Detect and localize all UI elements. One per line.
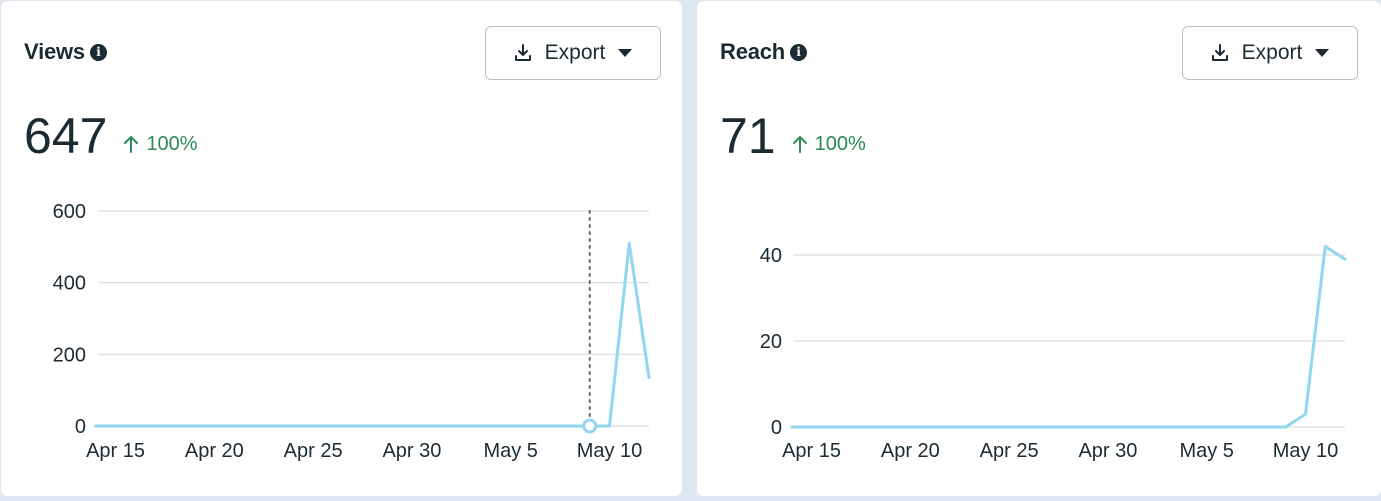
x-tick-label: Apr 30 (382, 440, 441, 462)
reach-line-chart[interactable]: 0 20 40 Apr 15 Apr 20 Apr 25 Apr 30 May 5 May 10 (697, 1, 1381, 498)
caret-down-icon (1315, 49, 1330, 57)
y-tick-label: 40 (760, 245, 782, 267)
x-tick-label: Apr 25 (284, 440, 343, 462)
export-button[interactable]: Export (485, 26, 661, 80)
caret-down-icon (618, 49, 633, 57)
trend-indicator: 100% (792, 133, 866, 156)
trend-label: 100% (814, 132, 866, 155)
arrow-up-icon (792, 136, 807, 153)
x-tick-label: Apr 20 (185, 440, 244, 462)
x-tick-label: May 10 (577, 440, 643, 462)
series-line (790, 244, 1347, 429)
download-icon (1211, 44, 1228, 61)
x-tick-label: Apr 15 (86, 440, 145, 462)
hover-point-marker (582, 418, 598, 434)
card-title: Reach i (720, 39, 808, 65)
x-tick-label: May 10 (1273, 440, 1339, 462)
metric-row: 647 100% (24, 106, 198, 166)
x-tick-label: Apr 15 (782, 440, 841, 462)
y-tick-label: 400 (53, 273, 86, 295)
export-button[interactable]: Export (1182, 26, 1358, 80)
metric-value: 647 (24, 108, 108, 164)
y-tick-label: 200 (53, 344, 86, 366)
reach-card: Reach i Export 71 100% 0 20 40 Apr 15 Apr 20… (696, 0, 1381, 497)
card-title-text: Views (24, 39, 85, 64)
y-tick-label: 0 (771, 417, 782, 439)
views-line-chart[interactable]: 0 200 400 600 Apr 15 Apr 20 Apr 25 Apr 30 May 5 M… (1, 1, 684, 498)
series-line (94, 241, 651, 428)
card-title-text: Reach (720, 39, 786, 64)
download-icon (514, 44, 531, 61)
y-tick-label: 600 (53, 201, 86, 223)
arrow-up-icon (124, 136, 139, 153)
card-title: Views i (24, 39, 107, 65)
metric-row: 71 100% (720, 106, 866, 166)
metric-value: 71 (720, 108, 776, 164)
y-tick-label: 0 (75, 416, 86, 438)
y-tick-label: 20 (760, 331, 782, 353)
x-tick-label: Apr 20 (881, 440, 940, 462)
views-card: Views i Export 647 100% 0 200 400 600 Apr 15… (0, 0, 683, 497)
x-tick-label: May 5 (483, 440, 537, 462)
x-tick-label: Apr 30 (1078, 440, 1137, 462)
info-icon[interactable]: i (89, 43, 107, 61)
trend-indicator: 100% (123, 132, 198, 156)
x-tick-label: Apr 25 (980, 440, 1039, 462)
export-label: Export (544, 41, 606, 64)
info-icon[interactable]: i (790, 43, 808, 61)
x-tick-label: May 5 (1179, 440, 1233, 462)
export-label: Export (1241, 41, 1303, 64)
trend-label: 100% (146, 132, 198, 155)
